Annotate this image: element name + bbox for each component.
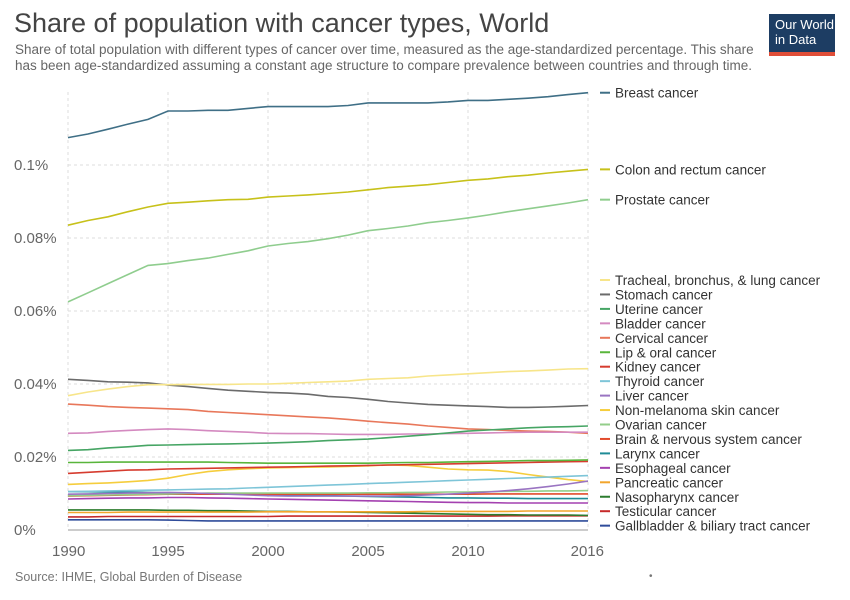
y-tick-label: 0% [14, 522, 36, 539]
series-line-cervical-cancer[interactable] [67, 403, 589, 435]
source-note[interactable]: Source: IHME, Global Burden of Disease [15, 570, 243, 584]
legend-label[interactable]: Esophageal cancer [615, 461, 731, 476]
legend-label[interactable]: Gallbladder & biliary tract cancer [615, 519, 811, 534]
footer-mark: • [649, 571, 653, 582]
series-line-bladder-cancer[interactable] [67, 428, 588, 436]
series-line-gallbladder-biliary-tract-cancer[interactable] [68, 519, 588, 522]
series-line-lip-oral-cancer[interactable] [68, 459, 589, 464]
y-tick-label: 0.08% [14, 230, 57, 247]
series-line-stomach-cancer[interactable] [67, 378, 589, 409]
legend-label[interactable]: Liver cancer [615, 389, 689, 404]
legend-label[interactable]: Non-melanoma skin cancer [615, 403, 780, 418]
x-tick-label: 1995 [151, 543, 184, 560]
series-line-pancreatic-cancer[interactable] [68, 510, 588, 514]
legend-label[interactable]: Stomach cancer [615, 287, 713, 302]
y-tick-label: 0.04% [14, 376, 57, 393]
our-world-in-data-logo[interactable]: Our World in Data [769, 14, 835, 56]
y-tick-label: 0.1% [14, 157, 48, 174]
logo-line-2: in Data [775, 32, 817, 47]
logo-line-1: Our World [775, 17, 834, 32]
x-tick-label: 2016 [571, 543, 604, 560]
series-line-prostate-cancer[interactable] [67, 198, 589, 303]
y-tick-label: 0.02% [14, 449, 57, 466]
x-tick-label: 2010 [451, 543, 484, 560]
legend-label[interactable]: Prostate cancer [615, 193, 710, 208]
series-line-thyroid-cancer[interactable] [67, 474, 589, 493]
chart-title: Share of population with cancer types, W… [14, 8, 550, 38]
series-line-non-melanoma-skin-cancer[interactable] [67, 464, 589, 486]
legend-label[interactable]: Tracheal, bronchus, & lung cancer [615, 273, 821, 288]
legend-label[interactable]: Nasopharynx cancer [615, 490, 739, 505]
series-line-colon-and-rectum-cancer[interactable] [67, 168, 589, 226]
x-tick-label: 2000 [251, 543, 284, 560]
series-line-esophageal-cancer[interactable] [67, 496, 588, 504]
legend-label[interactable]: Colon and rectum cancer [615, 162, 766, 177]
series-line-testicular-cancer[interactable] [68, 515, 588, 518]
series-line-uterine-cancer[interactable] [67, 425, 589, 452]
legend-label[interactable]: Testicular cancer [615, 504, 717, 519]
legend-label[interactable]: Breast cancer [615, 86, 699, 101]
legend-label[interactable]: Brain & nervous system cancer [615, 432, 802, 447]
legend-label[interactable]: Thyroid cancer [615, 374, 705, 389]
legend-label[interactable]: Cervical cancer [615, 331, 709, 346]
x-tick-label: 2005 [351, 543, 384, 560]
chart-subtitle: Share of total population with different… [15, 42, 754, 73]
legend-label[interactable]: Lip & oral cancer [615, 345, 717, 360]
legend-label[interactable]: Bladder cancer [615, 316, 706, 331]
legend-label[interactable]: Pancreatic cancer [615, 475, 724, 490]
legend-label[interactable]: Kidney cancer [615, 360, 701, 375]
legend-label[interactable]: Larynx cancer [615, 446, 700, 461]
legend-label[interactable]: Uterine cancer [615, 302, 703, 317]
x-tick-label: 1990 [52, 543, 85, 560]
series-line-tracheal-bronchus-lung-cancer[interactable] [67, 367, 589, 397]
series-line-breast-cancer[interactable] [67, 91, 589, 139]
y-tick-label: 0.06% [14, 303, 57, 320]
legend-label[interactable]: Ovarian cancer [615, 418, 707, 433]
series-line-kidney-cancer[interactable] [67, 460, 589, 475]
series-line-liver-cancer[interactable] [67, 480, 589, 497]
